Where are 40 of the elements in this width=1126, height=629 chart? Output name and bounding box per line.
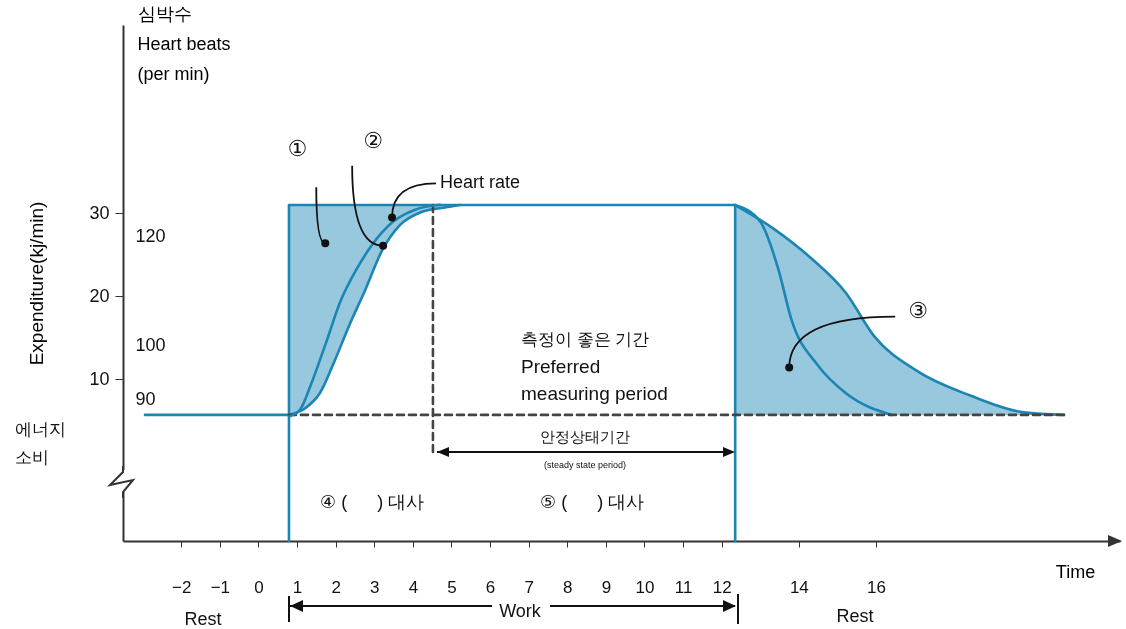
y-tick-label: 30 (89, 202, 110, 223)
x-tick-label: −1 (210, 577, 231, 597)
x-tick-label: 12 (712, 577, 732, 597)
x-tick-label: 6 (485, 577, 496, 597)
x-tick-label: 9 (601, 577, 612, 597)
text: Rest (836, 606, 874, 626)
x-tick-label: 10 (635, 577, 655, 597)
annotation: ④ ( ) 대사 (320, 492, 425, 512)
annotation: 안정상태기간 (540, 428, 630, 445)
annotation: ① (287, 136, 308, 162)
x-tick-label: 3 (370, 577, 380, 597)
x-tick-label: 1 (292, 577, 303, 597)
y-tick-label: 20 (89, 285, 110, 306)
x-tick-label: 0 (254, 577, 264, 597)
y2-tick-label: 90 (135, 389, 156, 410)
x-tick-label: 14 (789, 577, 809, 597)
x-tick-label: 2 (331, 577, 341, 597)
annotation: Heart rate (440, 172, 521, 193)
x-tick-label: 8 (563, 577, 573, 597)
y2-tick-label: 100 (135, 334, 166, 355)
x-tick-label: 5 (447, 577, 457, 597)
annotation: ③ (908, 297, 929, 323)
annotation: ② (363, 127, 384, 153)
x-tick-label: 16 (867, 577, 887, 597)
x-tick-label: −2 (172, 577, 192, 597)
y2-tick-label: 120 (135, 226, 166, 247)
y-tick-label: 10 (89, 368, 110, 389)
annotation: Preferred measuring period (521, 356, 668, 404)
x-tick-label: 11 (674, 577, 693, 597)
y-axis-title: Expenditure(kj/min) (25, 201, 47, 366)
x-tick-label: 7 (524, 577, 534, 597)
x-tick-label: 4 (408, 577, 419, 597)
annotation: (steady state period) (543, 460, 627, 470)
annotation: ⑤ ( ) 대사 (540, 492, 645, 512)
x-axis-title: Time (1055, 561, 1096, 582)
y2-axis-title: 심박수 Heart beats (per min) (137, 3, 231, 84)
text: 에너지 소비 (15, 420, 66, 467)
text: Rest (184, 609, 222, 629)
annotation: 측정이 좋은 기간 (521, 330, 650, 349)
text: Work (499, 601, 542, 621)
